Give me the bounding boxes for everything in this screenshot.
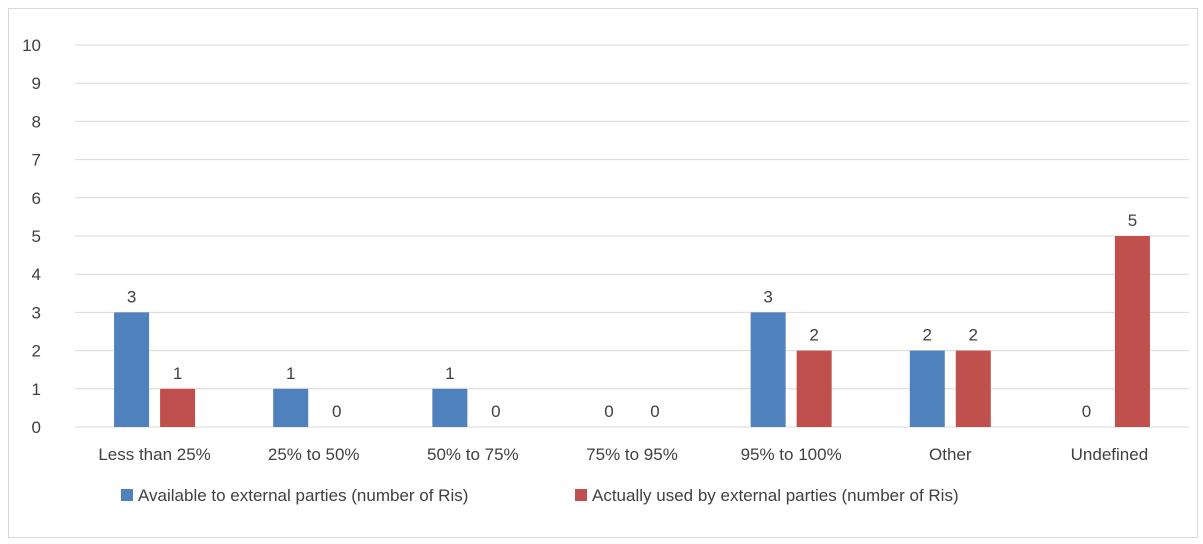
bars: [114, 236, 1150, 427]
bar-available: [750, 312, 786, 427]
data-label: 3: [763, 287, 772, 306]
legend-swatch: [121, 489, 133, 501]
data-labels: 3 1 1 0 1 0 0 0 3 2 2 2 0 5: [127, 211, 1137, 421]
legend: Available to external parties (number of…: [121, 486, 959, 505]
x-category-label: 75% to 95%: [586, 445, 678, 464]
y-tick-label: 0: [32, 418, 41, 437]
bar-actually-used: [1114, 236, 1150, 427]
data-label: 0: [332, 402, 341, 421]
bar-actually-used: [796, 350, 832, 427]
data-label: 3: [127, 287, 136, 306]
data-label: 0: [650, 402, 659, 421]
y-tick-label: 8: [32, 112, 41, 131]
y-tick-label: 10: [22, 36, 41, 55]
data-label: 2: [969, 326, 978, 345]
bar-actually-used: [955, 350, 991, 427]
legend-swatch: [575, 489, 587, 501]
data-label: 1: [173, 364, 182, 383]
legend-label: Actually used by external parties (numbe…: [592, 486, 959, 505]
legend-label: Available to external parties (number of…: [138, 486, 468, 505]
y-axis-ticks: 0 1 2 3 4 5 6 7 8 9 10: [22, 36, 41, 437]
x-category-label: Undefined: [1071, 445, 1149, 464]
data-label: 2: [923, 326, 932, 345]
bar-available: [432, 388, 468, 427]
data-label: 0: [491, 402, 500, 421]
y-tick-label: 2: [32, 342, 41, 361]
data-label: 2: [809, 326, 818, 345]
y-tick-label: 3: [32, 303, 41, 322]
data-label: 0: [1082, 402, 1091, 421]
y-tick-label: 4: [32, 265, 41, 284]
x-category-label: Less than 25%: [98, 445, 210, 464]
data-label: 5: [1128, 211, 1137, 230]
bar-available: [909, 350, 945, 427]
gridlines: [75, 44, 1189, 428]
bar-actually-used: [160, 388, 196, 427]
data-label: 1: [445, 364, 454, 383]
x-axis-categories: Less than 25% 25% to 50% 50% to 75% 75% to …: [98, 445, 1148, 464]
x-category-label: 50% to 75%: [427, 445, 519, 464]
bar-available: [273, 388, 309, 427]
y-tick-label: 6: [32, 189, 41, 208]
bar-available: [114, 312, 150, 427]
x-category-label: 25% to 50%: [268, 445, 360, 464]
y-tick-label: 9: [32, 74, 41, 93]
x-category-label: 95% to 100%: [741, 445, 842, 464]
data-label: 0: [604, 402, 613, 421]
y-tick-label: 5: [32, 227, 41, 246]
y-tick-label: 7: [32, 151, 41, 170]
data-label: 1: [286, 364, 295, 383]
x-category-label: Other: [929, 445, 972, 464]
y-tick-label: 1: [32, 380, 41, 399]
